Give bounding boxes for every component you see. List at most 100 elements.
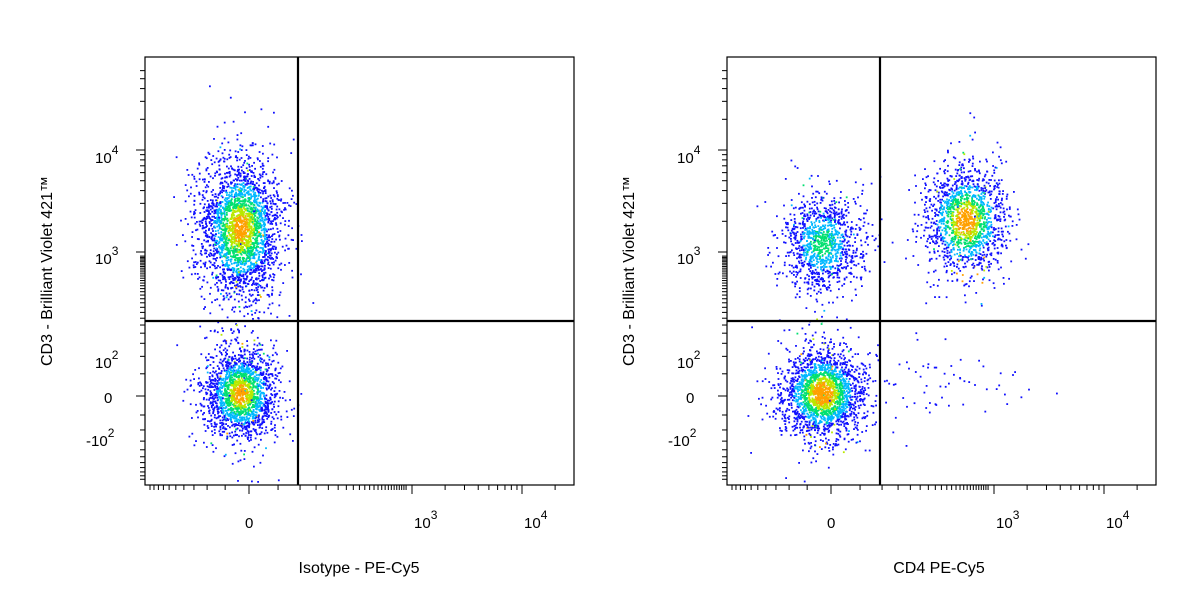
event-point — [240, 420, 242, 422]
event-point — [243, 280, 245, 282]
event-point — [862, 251, 864, 253]
event-point — [243, 220, 245, 222]
event-point — [793, 267, 795, 269]
event-point — [270, 228, 272, 230]
event-point — [203, 385, 205, 387]
event-point — [222, 413, 224, 415]
event-point — [220, 372, 222, 374]
event-point — [240, 450, 242, 452]
event-point — [205, 388, 207, 390]
event-point — [235, 237, 237, 239]
event-point — [253, 280, 255, 282]
event-point — [253, 466, 255, 468]
event-point — [247, 229, 249, 231]
event-point — [243, 357, 245, 359]
event-point — [226, 247, 228, 249]
event-point — [226, 166, 228, 168]
event-point — [257, 421, 259, 423]
event-point — [232, 243, 234, 245]
event-point — [214, 349, 216, 351]
event-point — [224, 231, 226, 233]
event-point — [222, 152, 224, 154]
event-point — [207, 425, 209, 427]
event-point — [278, 183, 280, 185]
event-point — [232, 210, 234, 212]
event-point — [249, 233, 251, 235]
event-point — [239, 348, 241, 350]
event-point — [253, 410, 255, 412]
event-point — [238, 301, 240, 303]
event-point — [257, 481, 259, 483]
event-point — [874, 239, 876, 241]
event-point — [235, 192, 237, 194]
event-point — [228, 299, 230, 301]
event-point — [260, 396, 262, 398]
event-point — [275, 224, 277, 226]
event-point — [271, 286, 273, 288]
event-point — [225, 284, 227, 286]
event-point — [185, 184, 187, 186]
event-point — [219, 257, 221, 259]
event-point — [832, 255, 834, 257]
event-point — [234, 406, 236, 408]
event-point — [230, 203, 232, 205]
event-point — [270, 339, 272, 341]
event-point — [274, 203, 276, 205]
event-point — [208, 359, 210, 361]
event-point — [289, 433, 291, 435]
event-point — [214, 210, 216, 212]
event-point — [874, 249, 876, 251]
event-point — [276, 198, 278, 200]
event-point — [214, 389, 216, 391]
event-point — [214, 372, 216, 374]
event-point — [272, 290, 274, 292]
event-point — [218, 411, 220, 413]
event-point — [300, 393, 302, 395]
event-point — [220, 191, 222, 193]
event-point — [258, 221, 260, 223]
event-point — [247, 173, 249, 175]
event-point — [211, 223, 213, 225]
event-point — [182, 234, 184, 236]
event-point — [237, 169, 239, 171]
event-point — [265, 430, 267, 432]
event-point — [258, 417, 260, 419]
event-point — [806, 240, 808, 242]
event-point — [244, 354, 246, 356]
event-point — [237, 264, 239, 266]
event-point — [218, 430, 220, 432]
event-point — [218, 382, 220, 384]
event-point — [252, 401, 254, 403]
event-point — [242, 164, 244, 166]
event-point — [238, 214, 240, 216]
event-point — [280, 419, 282, 421]
event-point — [206, 241, 208, 243]
event-point — [262, 221, 264, 223]
event-point — [221, 409, 223, 411]
event-point — [836, 265, 838, 267]
event-point — [213, 234, 215, 236]
event-point — [252, 404, 254, 406]
event-point — [229, 393, 231, 395]
event-point — [277, 417, 279, 419]
event-point — [823, 310, 825, 312]
event-point — [227, 269, 229, 271]
event-point — [250, 181, 252, 183]
event-point — [211, 236, 213, 238]
event-point — [277, 436, 279, 438]
event-point — [282, 366, 284, 368]
event-point — [242, 289, 244, 291]
event-point — [242, 379, 244, 381]
event-point — [234, 381, 236, 383]
event-point — [236, 396, 238, 398]
event-point — [227, 257, 229, 259]
event-point — [220, 238, 222, 240]
event-point — [249, 403, 251, 405]
event-point — [218, 372, 220, 374]
event-point — [247, 436, 249, 438]
event-point — [271, 235, 273, 237]
event-point — [280, 198, 282, 200]
event-point — [201, 405, 203, 407]
event-point — [835, 253, 837, 255]
event-point — [827, 286, 829, 288]
